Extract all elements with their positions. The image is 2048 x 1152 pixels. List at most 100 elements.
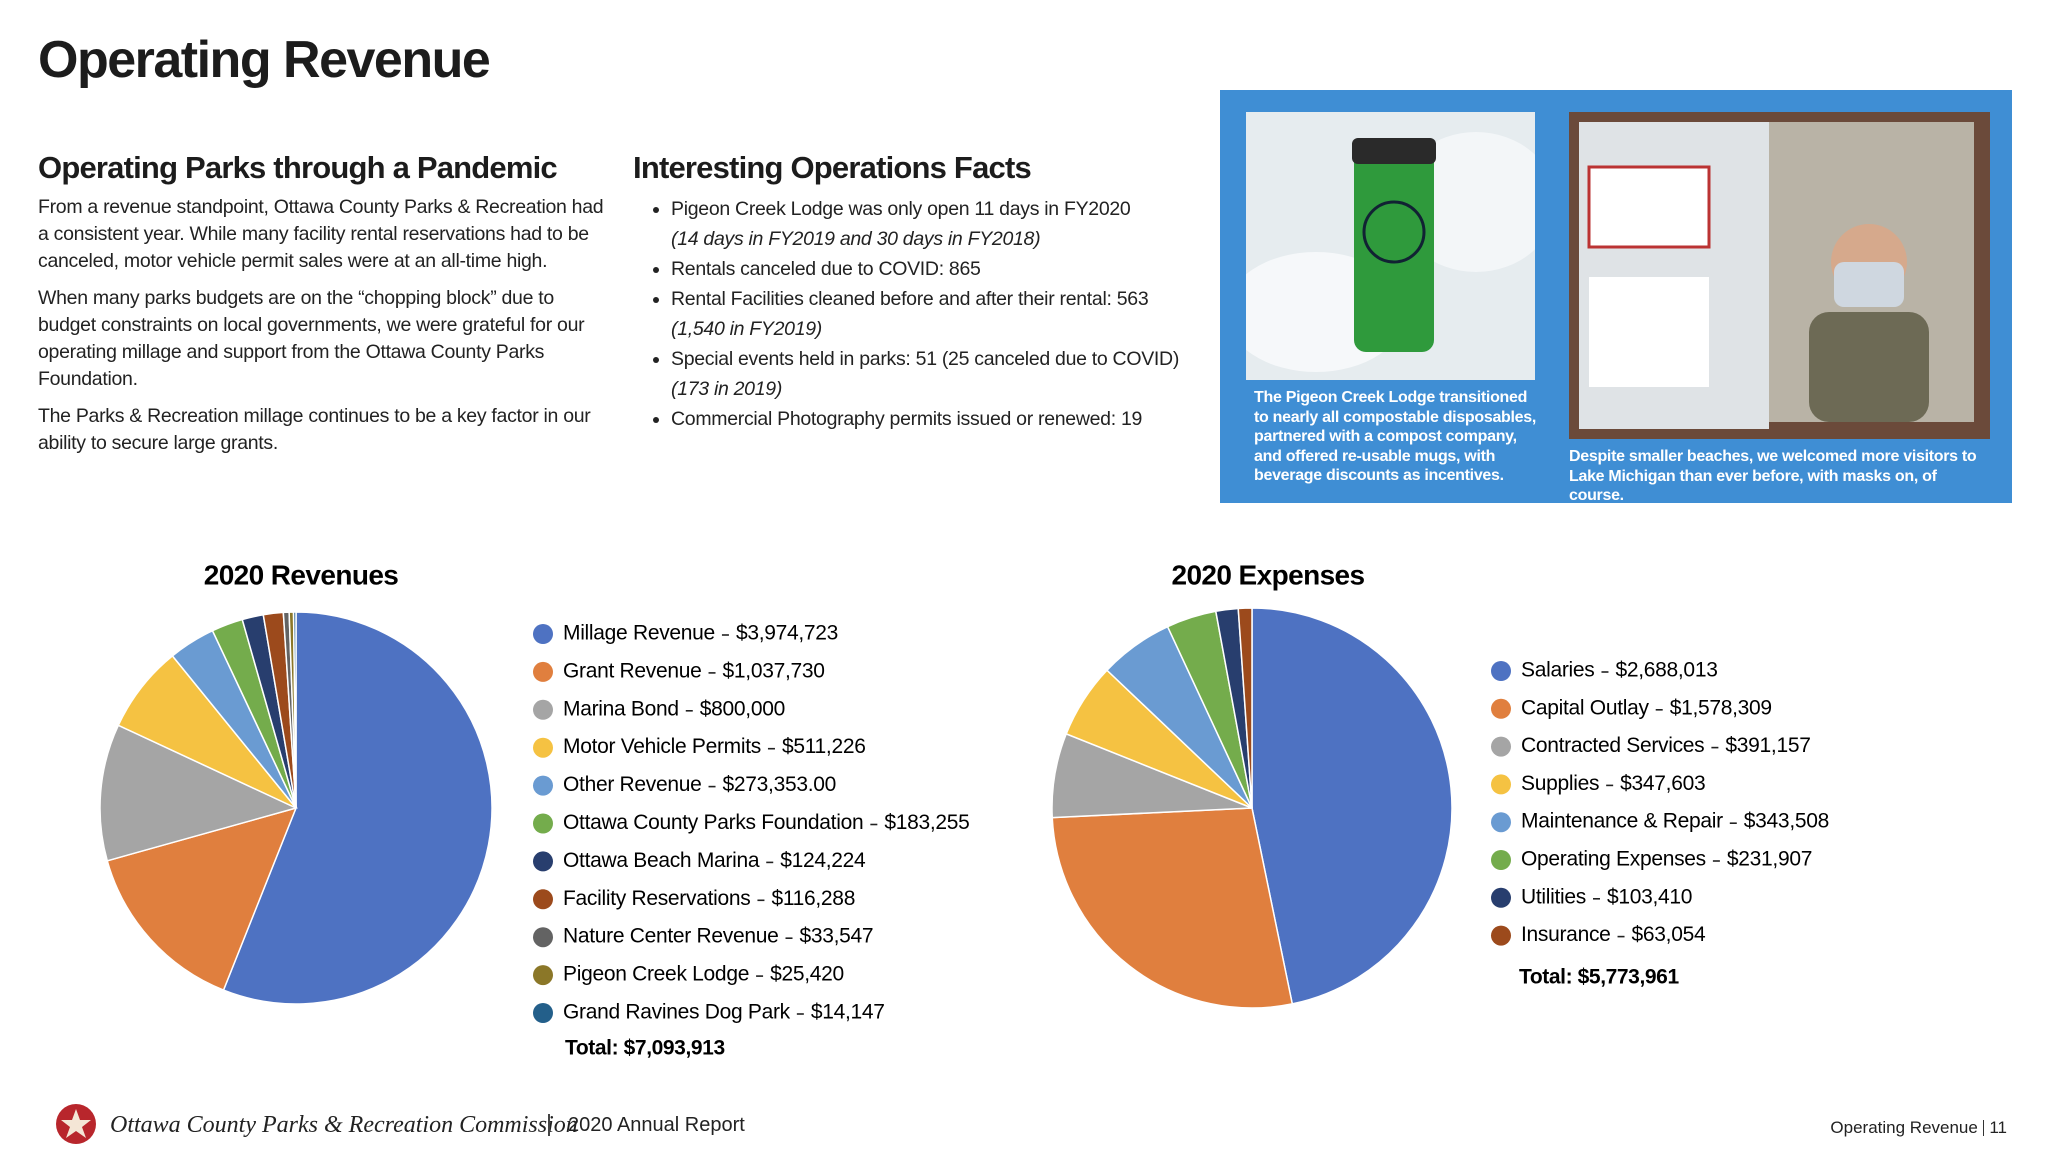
photo-panel: The Pigeon Creek Lodge transitioned to n… bbox=[1220, 90, 2012, 504]
legend-value: $800,000 bbox=[700, 697, 785, 720]
legend-marker bbox=[1491, 698, 1511, 719]
photo-caption: Despite smaller beaches, we welcomed mor… bbox=[1569, 448, 1977, 504]
pie-slice bbox=[1051, 807, 1294, 1009]
chart-title: 2020 Expenses bbox=[1171, 559, 1364, 590]
photo-mug bbox=[1246, 112, 1535, 380]
legend-label: Ottawa Beach Marina bbox=[563, 849, 760, 872]
fact-text: Special events held in parks: 51 (25 can… bbox=[671, 348, 1180, 370]
section-facts: Interesting Operations Facts Pigeon Cree… bbox=[633, 150, 1193, 434]
paragraph: From a revenue standpoint, Ottawa County… bbox=[38, 196, 604, 272]
legend-label: Nature Center Revenue bbox=[563, 925, 779, 948]
legend-value: $183,255 bbox=[884, 811, 969, 834]
legend-value: $347,603 bbox=[1620, 772, 1705, 795]
legend-marker bbox=[533, 661, 553, 682]
legend-label: Maintenance & Repair bbox=[1521, 810, 1723, 833]
legend-label: Utilities bbox=[1521, 885, 1586, 908]
legend-marker bbox=[533, 813, 553, 834]
paragraph: When many parks budgets are on the “chop… bbox=[38, 287, 585, 390]
footer-page-number: 11 bbox=[1989, 1118, 2007, 1137]
section-pandemic: Operating Parks through a Pandemic From … bbox=[38, 150, 608, 467]
fact-text: Pigeon Creek Lodge was only open 11 days… bbox=[671, 198, 1131, 220]
legend-value: $511,226 bbox=[782, 735, 866, 758]
legend-label: Operating Expenses bbox=[1521, 848, 1706, 871]
pie-slice bbox=[222, 611, 493, 1005]
fact-note: (1,540 in FY2019) bbox=[671, 318, 822, 340]
legend-marker bbox=[1491, 774, 1511, 795]
fact: Special events held in parks: 51 (25 can… bbox=[671, 344, 1193, 404]
legend-label: Other Revenue bbox=[563, 773, 702, 796]
legend-label: Supplies bbox=[1521, 772, 1599, 795]
legend-value: $1,578,309 bbox=[1670, 696, 1772, 719]
chart-title: 2020 Revenues bbox=[204, 559, 399, 590]
legend-label: Motor Vehicle Permits bbox=[563, 735, 761, 758]
photo-window bbox=[1569, 112, 1990, 439]
legend-marker bbox=[1491, 661, 1511, 681]
legend-value: $25,420 bbox=[770, 963, 844, 986]
pie-slice bbox=[106, 806, 298, 992]
legend-marker bbox=[1491, 887, 1511, 908]
legend-label: Marina Bond bbox=[563, 697, 679, 720]
legend-marker bbox=[533, 624, 553, 644]
legend-label: Grand Ravines Dog Park bbox=[563, 1001, 791, 1024]
pie-slice bbox=[99, 724, 299, 862]
legend-label: Grant Revenue bbox=[563, 659, 702, 682]
section-heading: Operating Parks through a Pandemic bbox=[38, 150, 558, 185]
legend-marker bbox=[533, 889, 553, 910]
legend-label: Ottawa County Parks Foundation bbox=[563, 811, 863, 834]
footer-page: Operating Revenue 11 bbox=[1830, 1118, 2007, 1138]
legend-marker bbox=[533, 965, 553, 986]
fact-text: Commercial Photography permits issued or… bbox=[671, 408, 1143, 430]
fact-note: (173 in 2019) bbox=[671, 378, 783, 400]
legend-marker bbox=[1491, 812, 1511, 833]
photo-caption: The Pigeon Creek Lodge transitioned to n… bbox=[1254, 389, 1537, 484]
chart-total: Total: $5,773,961 bbox=[1519, 966, 1679, 989]
legend-marker bbox=[533, 1003, 553, 1023]
legend-label: Salaries bbox=[1521, 659, 1594, 682]
legend-marker bbox=[1491, 850, 1511, 870]
fact: Rentals canceled due to COVID: 865 bbox=[671, 254, 1193, 284]
legend-label: Pigeon Creek Lodge bbox=[563, 963, 749, 986]
legend-value: $116,288 bbox=[771, 887, 855, 910]
legend-value: $1,037,730 bbox=[723, 659, 825, 682]
legend-value: $2,688,013 bbox=[1615, 659, 1717, 682]
legend-value: $63,054 bbox=[1632, 923, 1706, 946]
legend-marker bbox=[533, 927, 553, 948]
legend-value: $343,508 bbox=[1744, 810, 1829, 833]
legend-label: Contracted Services bbox=[1521, 734, 1704, 757]
fact-note: (14 days in FY2019 and 30 days in FY2018… bbox=[671, 228, 1041, 250]
legend-marker bbox=[533, 699, 553, 720]
footer-organization: Ottawa County Parks & Recreation Commiss… bbox=[110, 1112, 578, 1138]
legend-marker bbox=[1491, 925, 1511, 946]
legend-value: $103,410 bbox=[1607, 885, 1692, 908]
logo bbox=[56, 1104, 96, 1144]
footer-section: Operating Revenue bbox=[1830, 1118, 1978, 1137]
legend-value: $124,224 bbox=[780, 849, 866, 872]
legend-marker bbox=[533, 775, 553, 796]
section-heading: Interesting Operations Facts bbox=[633, 150, 1032, 185]
page-title: Operating Revenue bbox=[38, 31, 491, 89]
footer-report: 2020 Annual Report bbox=[568, 1114, 745, 1136]
legend-label: Facility Reservations bbox=[563, 887, 750, 910]
fact: Pigeon Creek Lodge was only open 11 days… bbox=[671, 194, 1193, 254]
legend-value: $231,907 bbox=[1727, 848, 1812, 871]
charts: 2020 Revenues Millage Revenue $3,974,723 Gr… bbox=[99, 559, 1829, 1060]
facts-list: Pigeon Creek Lodge was only open 11 days… bbox=[633, 194, 1193, 434]
legend-label: Insurance bbox=[1521, 923, 1611, 946]
fact-text: Rentals canceled due to COVID: 865 bbox=[671, 258, 981, 280]
legend-marker bbox=[533, 737, 553, 758]
fact: Commercial Photography permits issued or… bbox=[671, 404, 1193, 434]
legend-value: $3,974,723 bbox=[736, 622, 838, 645]
legend-marker bbox=[533, 851, 553, 872]
chart-total: Total: $7,093,913 bbox=[565, 1037, 725, 1060]
footer-divider bbox=[1982, 1120, 1985, 1136]
legend-value: $33,547 bbox=[800, 925, 874, 948]
fact-text: Rental Facilities cleaned before and aft… bbox=[671, 288, 1149, 310]
legend-value: $391,157 bbox=[1725, 734, 1810, 757]
legend-value: $14,147 bbox=[811, 1001, 885, 1024]
pie-slice bbox=[1251, 607, 1453, 1005]
pie-slice bbox=[1237, 607, 1253, 809]
fact: Rental Facilities cleaned before and aft… bbox=[671, 284, 1193, 344]
legend-label: Capital Outlay bbox=[1521, 696, 1649, 719]
legend-label: Millage Revenue bbox=[563, 622, 715, 645]
